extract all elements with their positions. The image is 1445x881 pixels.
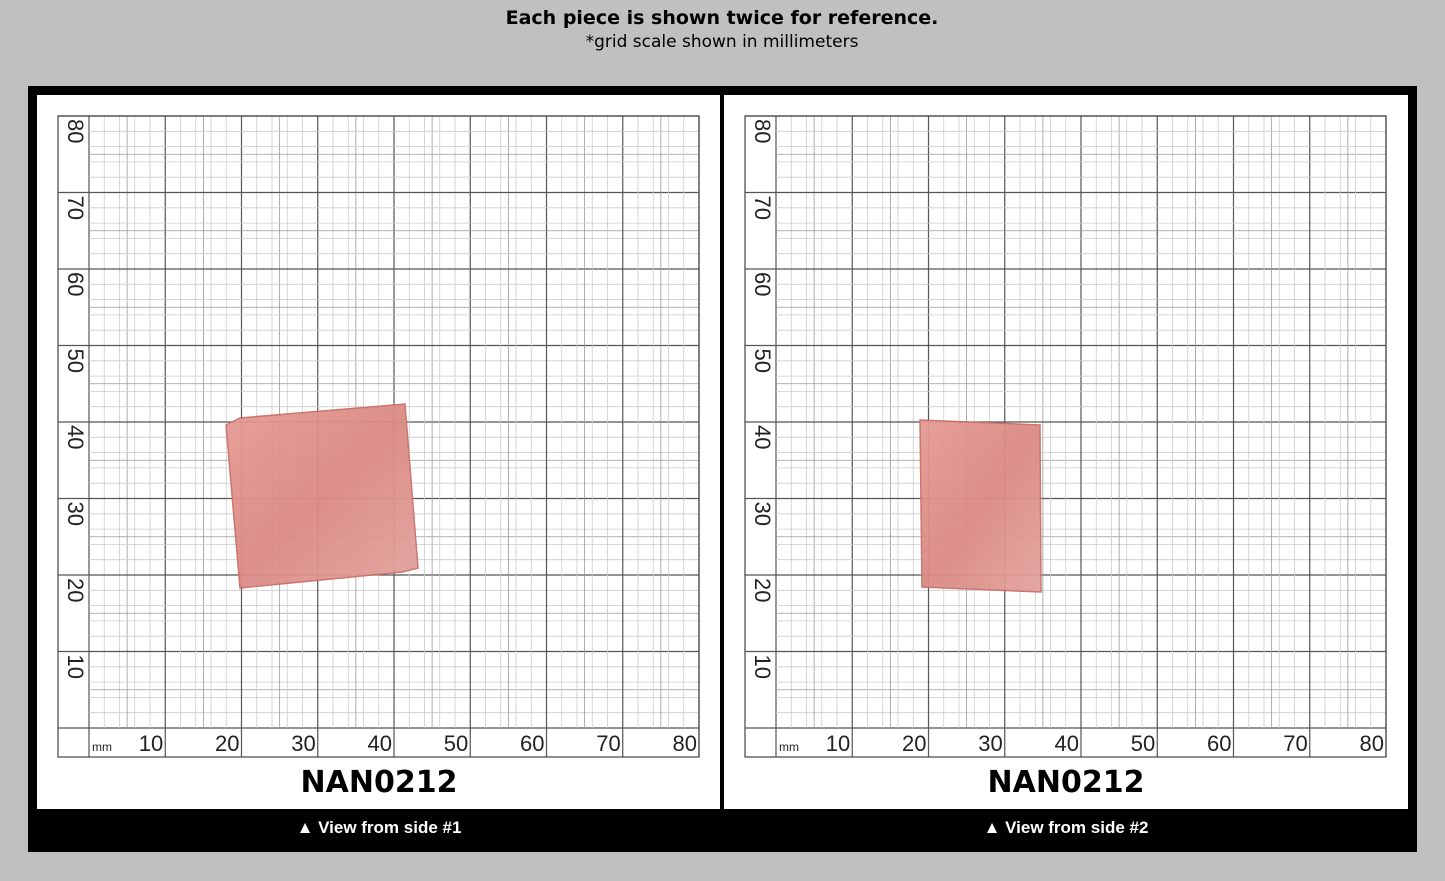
y-scale-label: 70 (63, 196, 88, 220)
x-scale-label: 20 (215, 731, 239, 756)
x-scale-label: 10 (826, 731, 850, 756)
grid-border (57, 115, 700, 758)
y-scale-label: 20 (63, 578, 88, 602)
y-scale-label: 80 (63, 119, 88, 143)
x-scale-label: 50 (444, 731, 468, 756)
y-scale-label: 20 (750, 578, 775, 602)
stone-photo (919, 419, 1042, 593)
x-scale-label: 40 (368, 731, 392, 756)
stone-photo (225, 403, 419, 589)
x-scale-label: 20 (902, 731, 926, 756)
grid-border (744, 115, 1387, 758)
x-scale-label: 50 (1131, 731, 1155, 756)
y-scale-label: 30 (750, 502, 775, 526)
y-scale-label: 40 (63, 425, 88, 449)
item-code: NAN0212 (301, 765, 458, 800)
y-scale-label: 40 (750, 425, 775, 449)
title: Each piece is shown twice for reference. (506, 7, 939, 29)
x-scale-label: 80 (673, 731, 697, 756)
x-scale-label: 70 (596, 731, 620, 756)
item-code: NAN0212 (988, 765, 1145, 800)
x-scale-label: 60 (520, 731, 544, 756)
y-scale-label: 30 (63, 502, 88, 526)
y-scale-label: 10 (750, 655, 775, 679)
caption: ▲ View from side #1 (297, 818, 462, 837)
unit-label: mm (92, 740, 112, 754)
subtitle: *grid scale shown in millimeters (586, 32, 859, 52)
y-scale-label: 70 (750, 196, 775, 220)
y-scale-label: 80 (750, 119, 775, 143)
y-scale-label: 50 (750, 349, 775, 373)
y-scale-label: 60 (750, 272, 775, 296)
y-scale-label: 10 (63, 655, 88, 679)
y-scale-label: 50 (63, 349, 88, 373)
caption: ▲ View from side #2 (984, 818, 1149, 837)
x-scale-label: 10 (139, 731, 163, 756)
x-scale-label: 70 (1283, 731, 1307, 756)
unit-label: mm (779, 740, 799, 754)
x-scale-label: 80 (1360, 731, 1384, 756)
y-scale-label: 60 (63, 272, 88, 296)
x-scale-label: 40 (1055, 731, 1079, 756)
x-scale-label: 60 (1207, 731, 1231, 756)
x-scale-label: 30 (291, 731, 315, 756)
x-scale-label: 30 (978, 731, 1002, 756)
